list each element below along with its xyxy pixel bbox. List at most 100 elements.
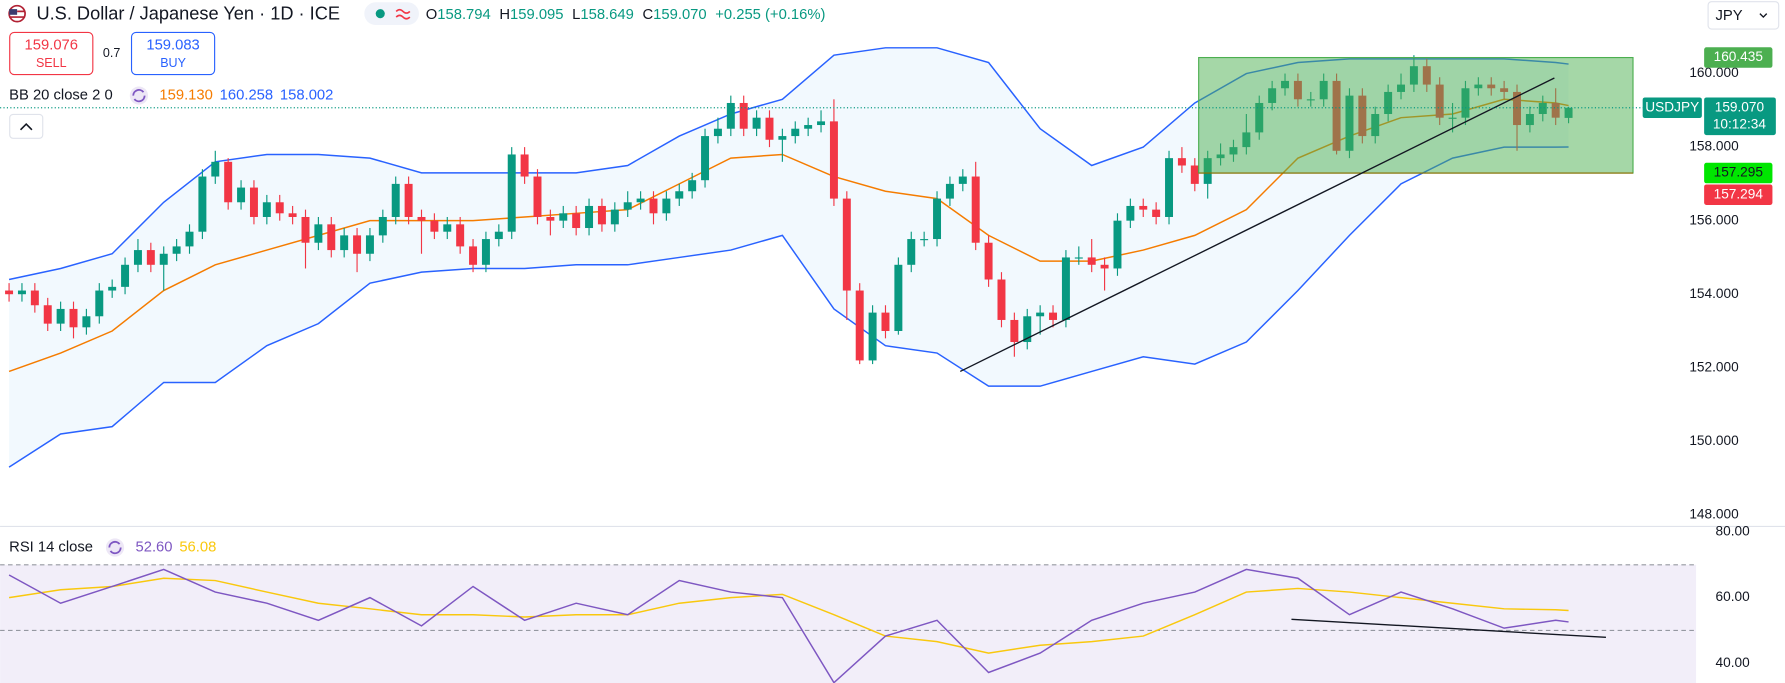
candle-body [1100,264,1109,269]
y-tick-label: 158.000 [1689,139,1739,154]
sell-price: 159.076 [25,37,78,53]
candle-body [804,125,813,129]
candle-body [907,239,916,265]
candle-body [636,198,645,203]
candle-body [726,102,735,129]
buy-button[interactable]: 159.083 BUY [130,31,216,76]
trend-line [959,77,1555,373]
candle-body [713,128,722,137]
candle-body [327,224,336,251]
currency-dropdown[interactable]: JPY [1707,1,1780,30]
candle-body [211,161,220,177]
candle-body [172,246,181,254]
symbol-tag: USDJPY [1645,99,1699,114]
status-pill[interactable] [364,2,419,26]
y-tick-label: 150.000 [1689,433,1739,448]
candle-body [43,305,52,324]
y-tick-label: 40.00 [1716,655,1751,670]
collapse-button[interactable] [9,113,44,139]
candle-body [933,198,942,240]
candle-body [610,209,619,225]
candle-body [17,290,26,295]
indicator-value: 158.002 [280,88,333,104]
spread: 0.7 [103,46,120,60]
candle-body [597,205,606,225]
overlay: U.S. Dollar / Japanese Yen · 1D · ICE O1… [8,1,1780,670]
candle-body [752,117,761,129]
candle-body [404,183,413,217]
y-tick-label: 154.000 [1689,286,1739,301]
candle-body [1049,312,1058,320]
ohlc-value: 158.649 [580,7,633,23]
candle-body [1036,312,1045,317]
candle-body [82,316,91,328]
rsi-pane [0,564,1697,683]
candle-body [920,239,929,241]
sell-button[interactable]: 159.076 SELL [9,31,94,76]
candle-body [121,264,130,287]
candle-body [997,279,1006,320]
candle-body [623,202,632,210]
currency: JPY [1716,8,1743,24]
candle-body [1061,257,1070,320]
candle-body [572,213,581,229]
candle-body [417,216,426,221]
y-tick-label: 148.000 [1689,506,1739,521]
candle-body [855,290,864,361]
candle-body [1126,205,1135,221]
price-tag: 157.294 [1714,186,1764,201]
candle-body [456,224,465,247]
last-price: 159.070 [1715,99,1765,114]
candle-body [829,121,838,199]
candle-body [198,176,207,232]
band-fill [9,47,1569,468]
rsi-title: RSI 14 close [9,539,93,555]
candle-body [262,202,271,217]
candle-body [1113,220,1122,269]
candle-body [391,183,400,217]
candle-body [533,176,542,217]
candle-body [5,290,14,295]
candle-body [894,264,903,331]
y-tick-label: 156.000 [1689,212,1739,227]
candle-body [224,161,233,203]
candle-body [585,205,594,229]
candle-body [1010,319,1019,343]
rsi-value: 56.08 [179,539,216,555]
box-top-tag: 160.435 [1714,49,1764,64]
candle-body [30,290,39,306]
settings-icon[interactable] [105,538,125,557]
candle-body [842,198,851,291]
candle-body [249,187,258,217]
indicator-value: 160.258 [220,88,273,104]
candle-body [817,121,826,126]
candle-body [662,198,671,214]
candle-body [430,220,439,232]
candle-body [237,187,246,203]
candle-body [469,246,478,265]
candle-body [1190,165,1199,184]
candle-body [701,136,710,181]
series-line [8,146,1569,468]
candle-body [675,191,684,199]
candle-body [971,176,980,243]
y-tick-label: 60.00 [1716,589,1751,604]
candle-body [778,136,787,140]
countdown: 10:12:34 [1713,116,1767,131]
flag-icon [8,4,26,23]
trend-line [1291,618,1606,639]
candle-body [340,235,349,251]
settings-icon[interactable] [129,86,149,105]
ohlc-legend: O158.794 H159.095 L158.649 C159.070 +0.2… [426,7,826,23]
candle-body [649,198,658,214]
candle-body [69,308,78,328]
candle-body [1165,158,1174,217]
indicator-value: 159.130 [159,88,212,104]
candle-body [481,239,490,265]
ohlc-key: H [499,7,510,23]
sell-label: SELL [36,56,67,70]
candle-body [95,290,104,317]
candle-body [881,312,890,331]
symbol-tag-bg [1642,97,1702,119]
